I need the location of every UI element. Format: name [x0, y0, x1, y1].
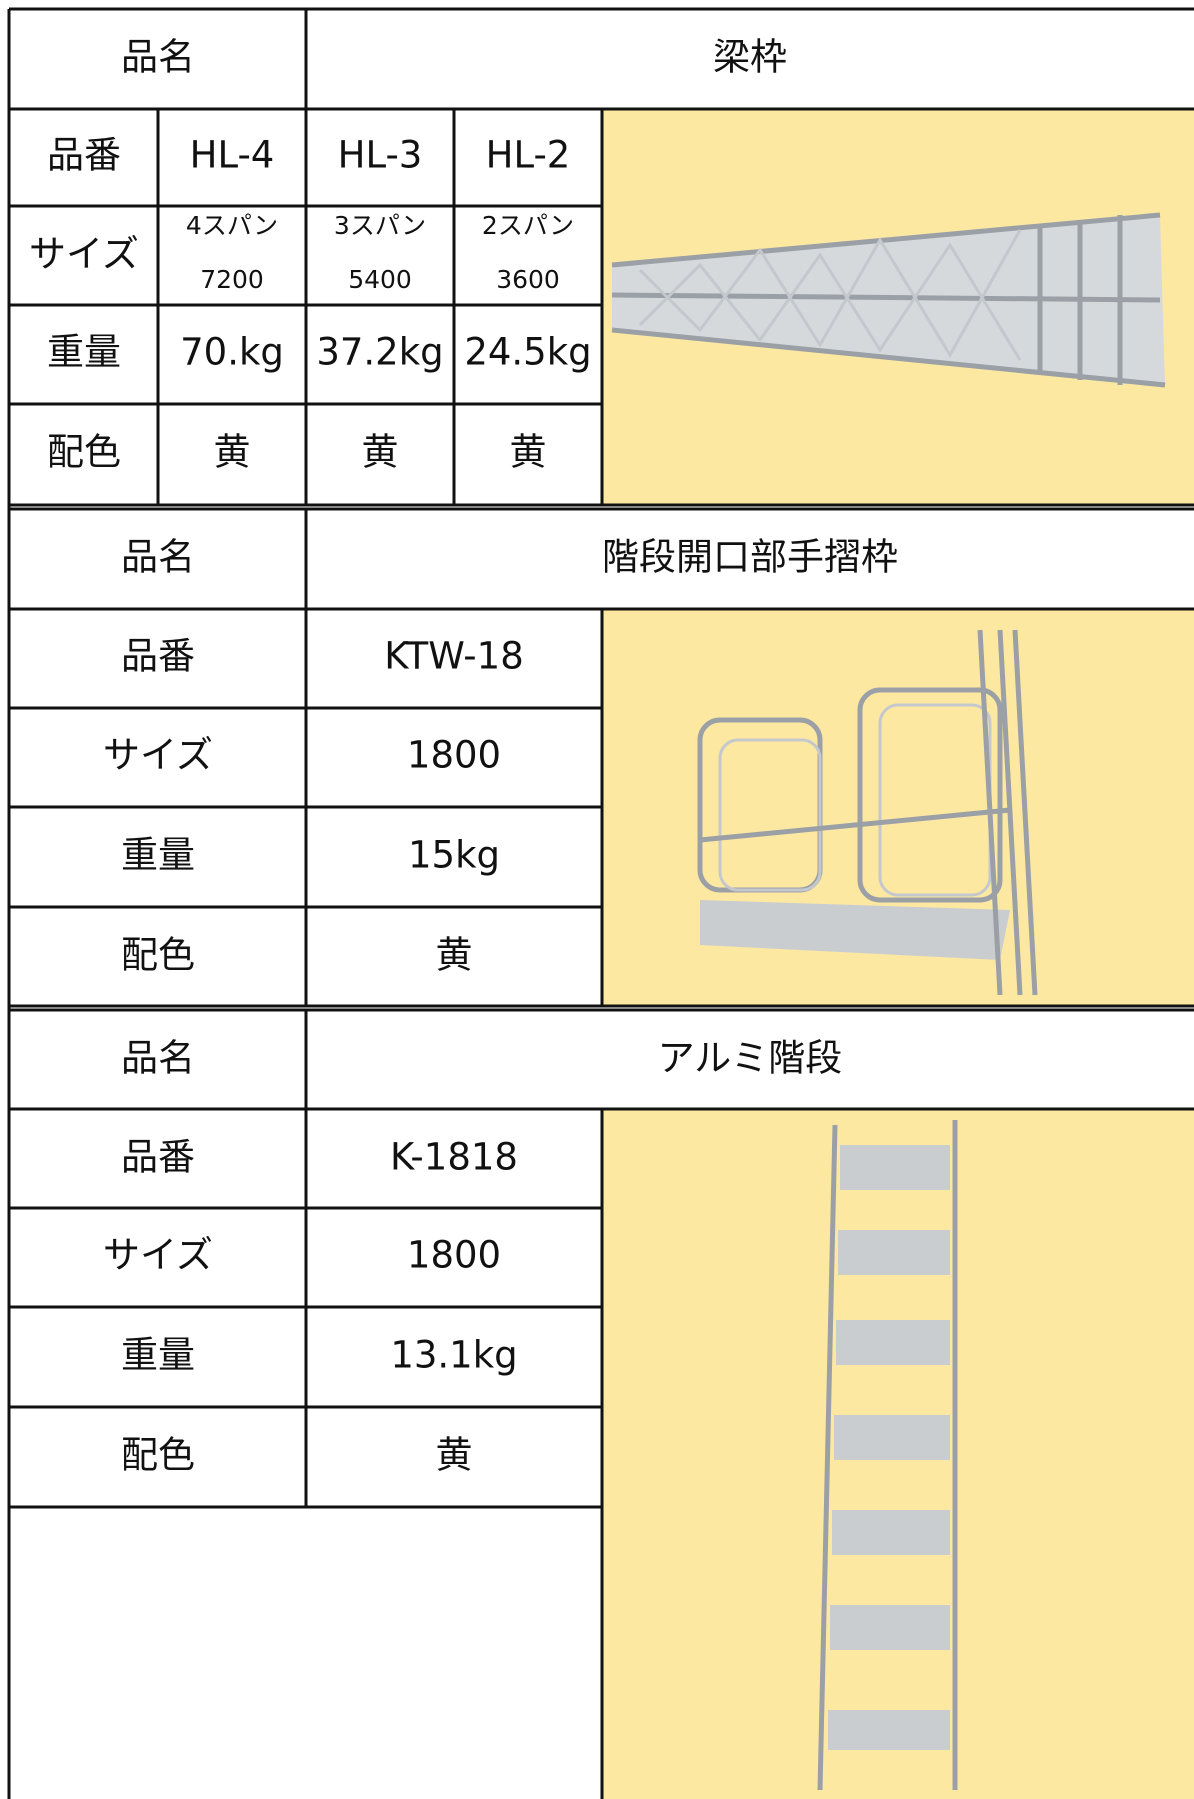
label: 重量	[121, 1334, 195, 1377]
weight: 70.kg	[180, 331, 284, 374]
weight: 15kg	[408, 834, 500, 877]
code: KTW-18	[384, 635, 524, 678]
color: 黄	[362, 431, 399, 474]
code: HL-3	[338, 134, 423, 177]
label: 品番	[121, 635, 195, 678]
label: 品番	[47, 134, 121, 177]
label: 重量	[47, 331, 121, 374]
label: サイズ	[103, 734, 213, 777]
color: 黄	[214, 431, 251, 474]
label: 配色	[47, 431, 121, 474]
weight: 13.1kg	[390, 1334, 517, 1377]
size: 5400	[348, 265, 412, 294]
color: 黄	[436, 1434, 473, 1477]
label: 配色	[121, 1434, 195, 1477]
label: 品名	[121, 1037, 195, 1080]
table-lines	[7, 7, 1194, 1799]
label: サイズ	[29, 233, 139, 276]
frame-photo	[697, 629, 1038, 996]
size: 3スパン	[334, 211, 426, 240]
label: 品名	[121, 36, 195, 79]
code: HL-4	[190, 134, 275, 177]
size: 1800	[407, 1234, 501, 1277]
size: 3600	[496, 265, 560, 294]
label: サイズ	[103, 1234, 213, 1277]
size: 4スパン	[186, 211, 278, 240]
label: 重量	[121, 834, 195, 877]
color: 黄	[510, 431, 547, 474]
label: 品名	[121, 536, 195, 579]
size: 2スパン	[482, 211, 574, 240]
product-name: 梁枠	[713, 36, 787, 79]
beam-photo	[611, 212, 1166, 388]
stair-photo	[817, 1120, 958, 1791]
size: 1800	[407, 734, 501, 777]
label: 配色	[121, 934, 195, 977]
weight: 37.2kg	[316, 331, 443, 374]
size: 7200	[200, 265, 264, 294]
code: HL-2	[486, 134, 571, 177]
product-name: 階段開口部手摺枠	[602, 536, 898, 579]
code: K-1818	[390, 1136, 518, 1179]
product-name: アルミ階段	[658, 1037, 843, 1080]
color: 黄	[436, 934, 473, 977]
weight: 24.5kg	[464, 331, 591, 374]
label: 品番	[121, 1136, 195, 1179]
